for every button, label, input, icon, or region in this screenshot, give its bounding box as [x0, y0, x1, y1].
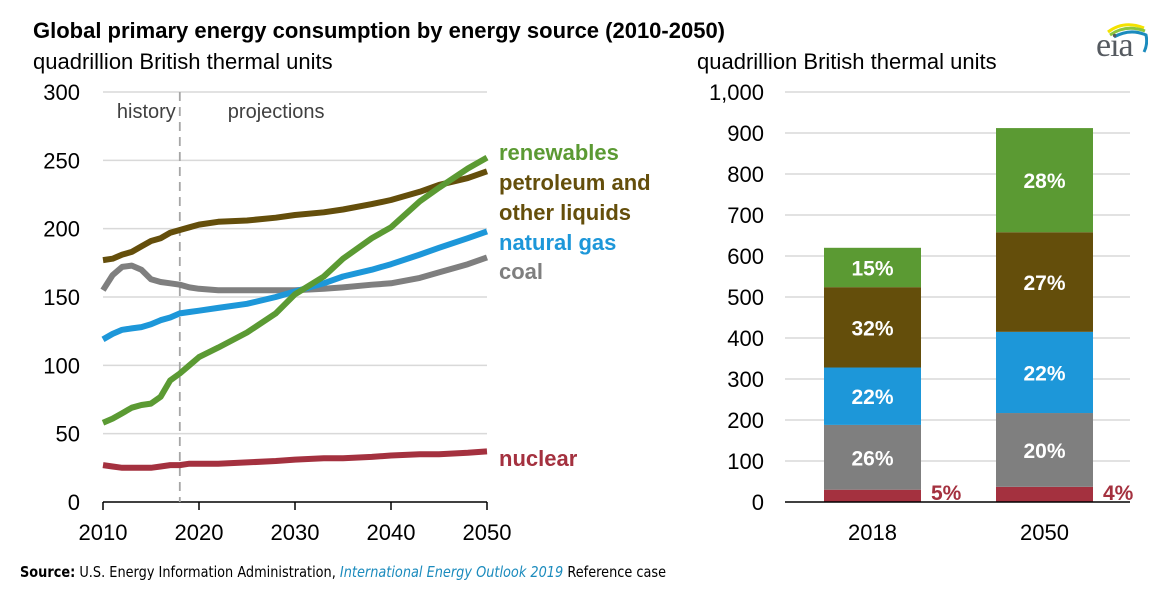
bar-data-label-coal-2018: 26% [851, 447, 893, 470]
source-case: Reference case [563, 563, 667, 581]
eia-logo-text: eia [1096, 27, 1134, 64]
legend-label-petroleum-line1: petroleum and [499, 170, 651, 195]
source-label: Source: [20, 563, 76, 581]
bar-data-label-nuclear-2050: 4% [1103, 482, 1134, 505]
right-y-axis-unit: quadrillion British thermal units [697, 49, 997, 74]
bar-data-label-petroleum-and-other-liquids-2050: 27% [1023, 272, 1065, 295]
legend-label-petroleum-line2: other liquids [499, 200, 631, 225]
series-line-natural-gas [101, 228, 489, 343]
left-y-tick-label: 50 [56, 422, 80, 447]
chart-canvas: 0 50 100 150 200 250 300 2010 2020 2030 2040 2050 hi… [43, 80, 1134, 545]
right-y-tick-label: 900 [727, 121, 764, 146]
projections-label: projections [228, 101, 325, 123]
bar-data-label-renewables-2018: 15% [851, 257, 893, 280]
bar-data-label-petroleum-and-other-liquids-2018: 32% [851, 317, 893, 340]
left-y-tick-label: 300 [43, 80, 80, 105]
bar-segment-natural-gas-2050 [996, 331, 1093, 414]
right-y-tick-label: 200 [727, 408, 764, 433]
history-label: history [117, 101, 176, 123]
legend-label-renewables: renewables [499, 140, 619, 165]
left-y-tick-label: 150 [43, 285, 80, 310]
bar-data-label-natural-gas-2018: 22% [851, 386, 893, 409]
source-publication: International Energy Outlook 2019 [339, 563, 564, 581]
left-y-tick-label: 200 [43, 217, 80, 242]
series-line-petroleum-and-other-liquids [102, 168, 489, 264]
right-y-tick-label: 0 [752, 490, 764, 515]
bar-segment-petroleum-and-other-liquids-2050 [996, 232, 1093, 332]
eia-logo-icon [1107, 23, 1148, 53]
bar-segment-nuclear-2018 [824, 489, 921, 502]
series-line-coal [100, 254, 489, 294]
bar-segment-renewables-2018 [824, 247, 921, 288]
left-x-tick-label: 2050 [463, 520, 512, 545]
left-x-tick-label: 2020 [175, 520, 224, 545]
series-line-renewables [101, 154, 489, 426]
right-x-tick-label: 2050 [1020, 520, 1069, 545]
series-line-nuclear [102, 448, 488, 471]
left-y-tick-label: 250 [43, 148, 80, 173]
bar-segment-renewables-2050 [996, 128, 1093, 233]
left-x-tick-label: 2040 [367, 520, 416, 545]
right-y-tick-label: 400 [727, 326, 764, 351]
bar-segment-natural-gas-2018 [824, 367, 921, 425]
bar-segment-coal-2018 [824, 424, 921, 490]
left-x-tick-label: 2030 [271, 520, 320, 545]
right-y-tick-label: 500 [727, 285, 764, 310]
legend-label-natural-gas: natural gas [499, 230, 616, 255]
left-y-tick-label: 100 [43, 353, 80, 378]
left-x-tick-label: 2010 [79, 520, 128, 545]
legend-label-nuclear: nuclear [499, 446, 578, 471]
chart-title: Global primary energy consumption by ene… [33, 18, 726, 43]
bar-segment-coal-2050 [996, 413, 1093, 487]
bar-segment-nuclear-2050 [996, 486, 1093, 502]
bar-data-label-coal-2050: 20% [1023, 440, 1065, 463]
right-y-tick-label: 600 [727, 244, 764, 269]
bar-data-label-renewables-2050: 28% [1023, 170, 1065, 193]
right-y-tick-label: 100 [727, 449, 764, 474]
right-y-tick-label: 800 [727, 162, 764, 187]
right-y-tick-label: 1,000 [709, 80, 764, 105]
right-y-tick-label: 300 [727, 367, 764, 392]
source-note: Source: U.S. Energy Information Administ… [20, 563, 666, 581]
right-y-tick-label: 700 [727, 203, 764, 228]
left-y-tick-label: 0 [68, 490, 80, 515]
bar-segment-petroleum-and-other-liquids-2018 [824, 287, 921, 368]
right-x-tick-label: 2018 [848, 520, 897, 545]
source-text: U.S. Energy Information Administration, [75, 563, 340, 581]
bar-data-label-natural-gas-2050: 22% [1023, 362, 1065, 385]
left-y-axis-unit: quadrillion British thermal units [33, 49, 333, 74]
bar-data-label-nuclear-2018: 5% [931, 482, 962, 505]
legend-label-coal: coal [499, 259, 543, 284]
